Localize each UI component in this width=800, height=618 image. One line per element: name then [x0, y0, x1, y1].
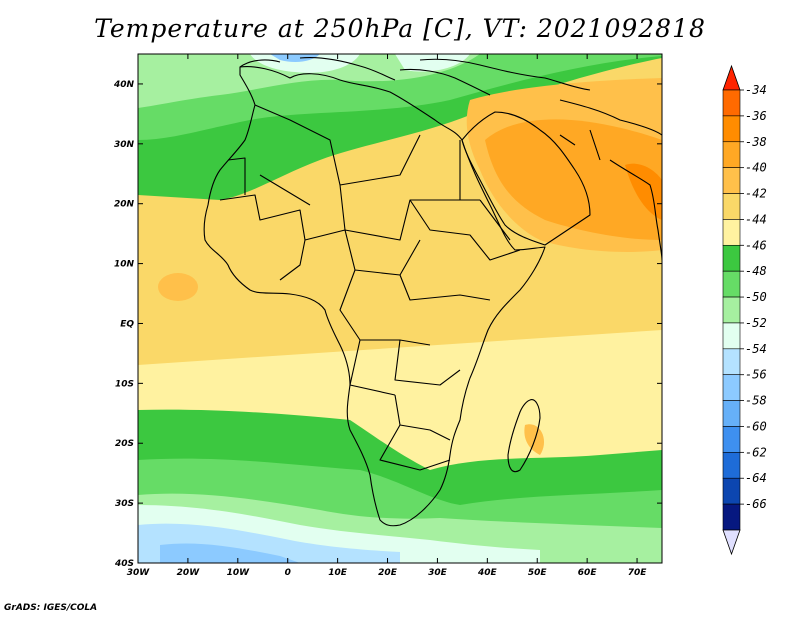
y-tick-label: 10N	[114, 260, 135, 270]
colorbar-swatch	[722, 426, 741, 453]
colorbar-label: -42	[745, 187, 767, 201]
x-tick-label: 60E	[578, 568, 598, 578]
colorbar-top-arrow	[722, 64, 741, 91]
colorbar-swatch	[722, 115, 741, 143]
colorbar-swatch	[722, 89, 741, 117]
x-tick-label: 40E	[477, 568, 498, 578]
y-tick-label: 30N	[114, 140, 135, 150]
colorbar-swatch	[722, 296, 741, 324]
x-tick-label: 10E	[328, 568, 348, 578]
colorbar-swatch	[722, 452, 741, 479]
colorbar-label: -44	[745, 212, 767, 226]
colorbar-bottom-arrow	[722, 529, 741, 556]
colorbar-label: -38	[745, 135, 767, 149]
colorbar-label: -60	[745, 419, 767, 433]
colorbar-swatch	[722, 141, 741, 168]
x-tick-label: 20E	[378, 568, 398, 578]
colorbar-label: -64	[745, 471, 767, 485]
colorbar-label: -36	[745, 109, 767, 123]
colorbar-swatch	[722, 167, 741, 194]
colorbar-swatch	[722, 348, 741, 376]
colorbar-label: -66	[745, 497, 767, 511]
x-tick-label: 70E	[628, 568, 648, 578]
y-tick-label: 40N	[113, 80, 135, 90]
colorbar-label: -56	[745, 368, 767, 382]
x-tick-label: 10W	[227, 568, 251, 578]
chart-title: Temperature at 250hPa [C], VT: 202109281…	[94, 14, 706, 43]
colorbar-swatch	[722, 219, 741, 246]
colorbar	[722, 64, 741, 556]
x-tick-label: 0	[285, 568, 291, 578]
y-tick-label: 10S	[115, 379, 134, 389]
y-tick-label: 30S	[115, 499, 134, 509]
colorbar-label: -34	[745, 83, 767, 97]
colorbar-label: -54	[745, 342, 767, 356]
colorbar-swatch	[722, 193, 741, 220]
temperature-field	[138, 54, 662, 563]
y-tick-label: EQ	[120, 319, 134, 329]
credit-text: GrADS: IGES/COLA	[4, 603, 98, 613]
colorbar-label: -62	[745, 445, 767, 459]
colorbar-swatch	[722, 244, 741, 272]
colorbar-swatch	[722, 374, 741, 401]
colorbar-label: -46	[745, 238, 767, 252]
x-tick-label: 20W	[177, 568, 201, 578]
y-tick-label: 40S	[114, 559, 134, 569]
coastlines	[203, 56, 662, 527]
y-tick-label: 20N	[114, 200, 135, 210]
colorbar-swatch	[722, 270, 741, 298]
colorbar-label: -40	[745, 161, 767, 175]
y-tick-label: 20S	[115, 439, 134, 449]
x-tick-label: 30E	[428, 568, 448, 578]
colorbar-label: -52	[745, 316, 767, 330]
colorbar-swatch	[722, 503, 741, 531]
colorbar-swatch	[722, 477, 741, 505]
x-tick-label: 50E	[528, 568, 548, 578]
x-tick-label: 30W	[127, 568, 151, 578]
colorbar-label: -58	[745, 394, 767, 408]
colorbar-label: -48	[745, 264, 767, 278]
colorbar-label: -50	[745, 290, 767, 304]
plot-frame	[137, 53, 663, 564]
colorbar-swatch	[722, 400, 741, 427]
colorbar-swatch	[722, 322, 741, 350]
